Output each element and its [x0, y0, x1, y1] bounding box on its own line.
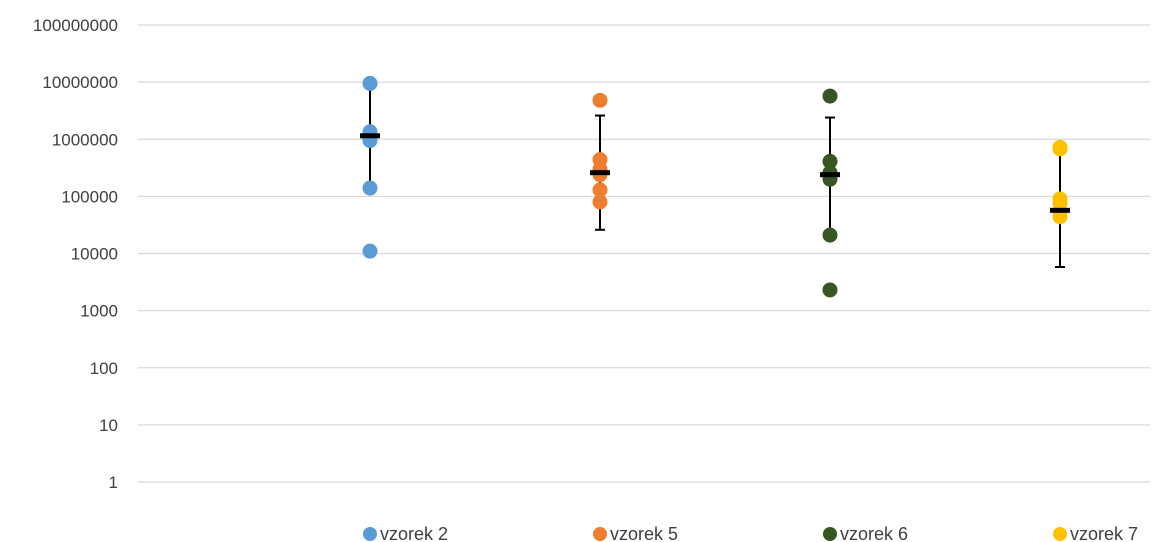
legend-marker — [593, 527, 607, 541]
mean-marker — [820, 172, 840, 178]
data-point — [822, 282, 838, 298]
legend-label: vzorek 7 — [1070, 524, 1138, 542]
data-point — [1052, 141, 1068, 157]
legend-marker — [363, 527, 377, 541]
data-points — [362, 75, 1068, 298]
data-point — [822, 88, 838, 104]
y-tick-label: 100000 — [61, 187, 118, 206]
data-point — [362, 243, 378, 259]
y-tick-label: 10000000 — [42, 73, 118, 92]
data-point — [362, 180, 378, 196]
y-tick-label: 100000000 — [33, 16, 118, 35]
data-point — [822, 227, 838, 243]
mean-marker — [1050, 207, 1070, 213]
y-tick-label: 10000 — [71, 245, 118, 264]
error-bars — [365, 83, 1065, 269]
legend-label: vzorek 2 — [380, 524, 448, 542]
legend-label: vzorek 5 — [610, 524, 678, 542]
gridlines — [138, 24, 1150, 483]
legend-marker — [823, 527, 837, 541]
legend-marker — [1053, 527, 1067, 541]
mean-marker — [590, 170, 610, 176]
data-point — [1052, 209, 1068, 225]
data-point — [592, 182, 608, 198]
mean-marker — [360, 133, 380, 139]
data-point — [592, 92, 608, 108]
y-tick-label: 1000000 — [52, 130, 118, 149]
legend-label: vzorek 6 — [840, 524, 908, 542]
y-tick-label: 10 — [99, 416, 118, 435]
legend: vzorek 2 vzorek 5 vzorek 6 vzorek 7 — [363, 524, 1138, 542]
data-point — [822, 153, 838, 169]
mean-markers — [360, 133, 1070, 213]
data-point — [592, 194, 608, 210]
y-tick-label: 100 — [90, 359, 118, 378]
y-axis-ticks: 1 10 100 1000 10000 100000 1000000 10000000 1000… — [33, 16, 118, 492]
y-tick-label: 1000 — [80, 302, 118, 321]
y-tick-label: 1 — [109, 473, 118, 492]
data-point — [362, 75, 378, 91]
